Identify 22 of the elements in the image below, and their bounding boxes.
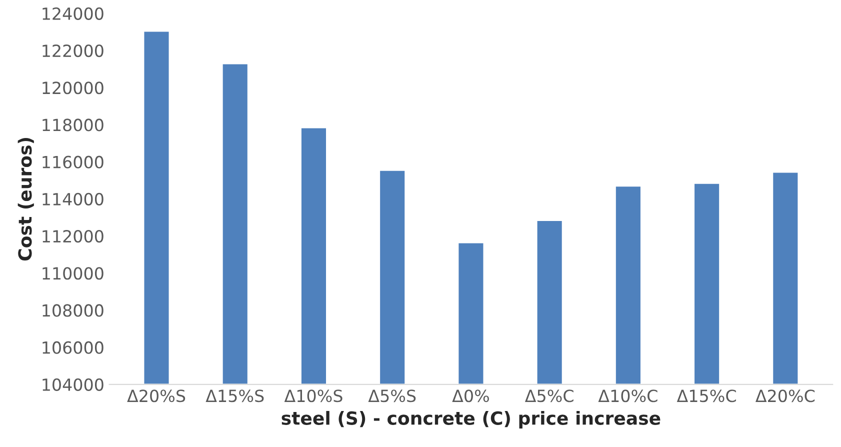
y-tick-label: 114000 xyxy=(42,192,104,206)
y-tick-label: 108000 xyxy=(42,304,104,317)
x-tick-label: Δ5%C xyxy=(524,390,574,402)
x-tick-label: Δ15%C xyxy=(676,390,736,402)
x-tick-label: Δ5%S xyxy=(368,390,416,402)
y-tick-label: 120000 xyxy=(42,82,104,94)
x-axis-title: steel (S) - concrete (C) price increase xyxy=(282,410,660,428)
y-tick-label: 122000 xyxy=(42,44,104,58)
y-tick-label: 110000 xyxy=(42,267,104,280)
x-tick-label: Δ10%S xyxy=(284,390,342,402)
y-tick-label: 124000 xyxy=(42,7,104,20)
y-tick-label: 106000 xyxy=(42,341,104,354)
x-tick-label: Δ0% xyxy=(452,390,489,402)
x-tick-label: Δ20%S xyxy=(127,390,186,402)
y-tick-label: 118000 xyxy=(42,118,104,132)
y-tick-label: 116000 xyxy=(42,156,104,168)
x-tick-label: Δ20%C xyxy=(756,390,815,402)
x-tick-label: Δ15%S xyxy=(206,390,264,402)
y-tick-label: 112000 xyxy=(42,230,104,243)
x-tick-label: Δ10%C xyxy=(598,390,658,402)
y-tick-label: 104000 xyxy=(42,378,104,391)
y-axis-title: Cost (euros) xyxy=(18,138,34,261)
